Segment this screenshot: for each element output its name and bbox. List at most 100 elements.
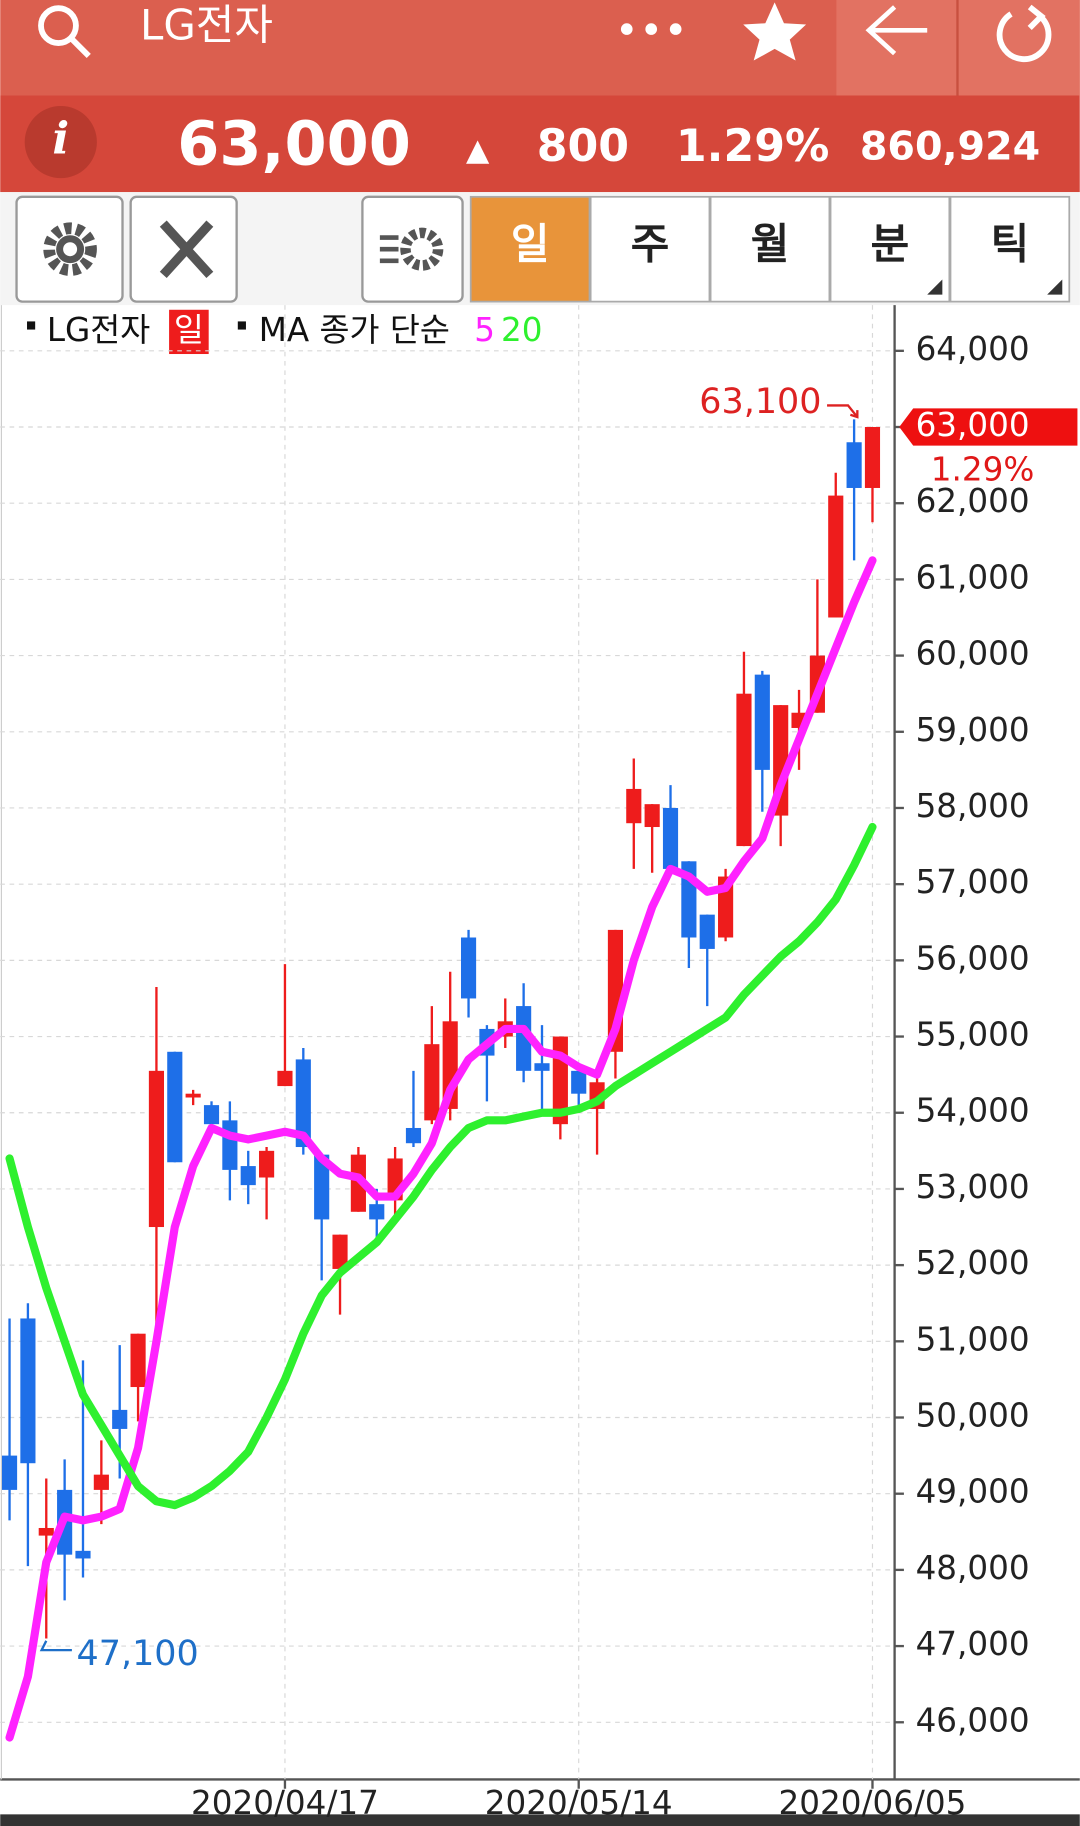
info-icon: i bbox=[52, 113, 69, 165]
y-tick-label: 62,000 bbox=[916, 482, 1030, 520]
moving-average bbox=[5, 556, 877, 1742]
candle-body bbox=[405, 1127, 422, 1144]
y-tick-label: 64,000 bbox=[916, 330, 1030, 368]
candle-body bbox=[846, 442, 862, 488]
candle-body bbox=[534, 1063, 550, 1071]
info-button[interactable] bbox=[24, 105, 97, 179]
tab[interactable] bbox=[469, 195, 591, 303]
candle-body bbox=[754, 674, 770, 770]
candle-body bbox=[75, 1550, 91, 1559]
y-tick-label: 55,000 bbox=[916, 1016, 1030, 1054]
tab-label: 주 bbox=[631, 219, 670, 268]
low-label: 47,100 bbox=[77, 1634, 199, 1674]
change: 800 bbox=[537, 121, 629, 172]
y-tick-label: 60,000 bbox=[916, 635, 1030, 673]
candle-body bbox=[222, 1120, 238, 1170]
candle-body bbox=[185, 1093, 201, 1098]
y-tick-label: 54,000 bbox=[916, 1092, 1030, 1130]
y-tick-label: 52,000 bbox=[916, 1244, 1030, 1282]
price-tag-label: 63,000 bbox=[916, 406, 1030, 444]
candle-body bbox=[571, 1070, 587, 1094]
candle-body bbox=[259, 1150, 275, 1178]
candle-body bbox=[626, 788, 642, 824]
refresh-icon[interactable] bbox=[996, 4, 1052, 62]
candle-body bbox=[277, 1070, 293, 1087]
candle-body bbox=[38, 1527, 54, 1536]
legend-ma5: 5 bbox=[474, 311, 495, 349]
candle-body bbox=[864, 427, 881, 488]
x-tick-label: 2020/05/14 bbox=[485, 1784, 673, 1822]
current-price: 63,000 bbox=[177, 109, 411, 179]
change-rate: 1.29% bbox=[676, 121, 830, 172]
candle-body bbox=[828, 495, 844, 618]
tab-label: 월 bbox=[751, 219, 790, 268]
volume: 860,924 bbox=[860, 124, 1040, 170]
y-tick-label: 46,000 bbox=[916, 1701, 1030, 1739]
more-icon[interactable] bbox=[620, 23, 682, 35]
high-arrow bbox=[827, 404, 859, 419]
search-icon[interactable] bbox=[38, 5, 91, 58]
y-tick-label: 59,000 bbox=[916, 711, 1030, 749]
y-tick-label: 47,000 bbox=[916, 1625, 1030, 1663]
candle-body bbox=[1, 1455, 18, 1490]
y-tick-label: 51,000 bbox=[916, 1320, 1030, 1358]
x-tick-label: 2020/04/17 bbox=[191, 1784, 379, 1822]
high-label: 63,100 bbox=[699, 382, 821, 422]
legend-square bbox=[237, 321, 246, 330]
candle-body bbox=[93, 1474, 109, 1490]
tab[interactable] bbox=[589, 195, 711, 303]
y-tick-label: 49,000 bbox=[916, 1473, 1030, 1511]
legend-period-box bbox=[169, 309, 209, 355]
candle-body bbox=[203, 1105, 220, 1125]
y-tick-label: 56,000 bbox=[916, 939, 1030, 977]
candle-body bbox=[516, 1006, 532, 1071]
back-icon[interactable] bbox=[865, 5, 928, 56]
x-tick-label: 2020/06/05 bbox=[779, 1784, 967, 1822]
legend-square bbox=[27, 321, 36, 330]
candle-body bbox=[20, 1318, 36, 1464]
candle-body bbox=[424, 1044, 440, 1121]
moving-average bbox=[5, 822, 877, 1510]
candle-body bbox=[644, 804, 660, 828]
indicator-button[interactable] bbox=[361, 195, 464, 303]
y-tick-label: 61,000 bbox=[916, 558, 1030, 596]
settings-button[interactable] bbox=[15, 195, 124, 303]
favorite-icon[interactable] bbox=[743, 2, 807, 61]
candle-body bbox=[295, 1059, 311, 1148]
tab-corner bbox=[927, 279, 943, 295]
low-arrow bbox=[39, 1640, 72, 1652]
tab-corner bbox=[1047, 279, 1063, 295]
y-tick-label: 53,000 bbox=[916, 1168, 1030, 1206]
candle-body bbox=[662, 807, 679, 869]
stock-title: LG전자 bbox=[140, 0, 273, 49]
candle-body bbox=[112, 1409, 128, 1429]
tab-label: 틱 bbox=[991, 219, 1030, 268]
y-tick-label: 50,000 bbox=[916, 1397, 1030, 1435]
candle-body bbox=[332, 1234, 348, 1269]
candle-body bbox=[314, 1154, 330, 1220]
tab-label: 일 bbox=[511, 219, 550, 268]
legend-period: 일 bbox=[174, 311, 204, 349]
candle-body bbox=[167, 1051, 183, 1163]
y-tick-label: 58,000 bbox=[916, 787, 1030, 825]
tab[interactable] bbox=[709, 195, 831, 303]
candle-body bbox=[460, 937, 477, 999]
change-arrow: ▲ bbox=[466, 133, 490, 168]
price-tag-rate: 1.29% bbox=[931, 450, 1035, 488]
bottom-bar bbox=[0, 1814, 1080, 1826]
tab[interactable] bbox=[829, 195, 951, 303]
tab[interactable] bbox=[949, 195, 1071, 303]
legend-ma20: 20 bbox=[501, 311, 542, 349]
y-tick-label: 57,000 bbox=[916, 863, 1030, 901]
y-tick-label: 48,000 bbox=[916, 1549, 1030, 1587]
candle-body bbox=[736, 693, 752, 847]
candle-body bbox=[148, 1070, 165, 1228]
candle-body bbox=[699, 914, 715, 949]
candle-body bbox=[130, 1333, 146, 1388]
quote-bar bbox=[0, 95, 1080, 193]
legend-symbol: LG전자 bbox=[47, 311, 150, 349]
candle-body bbox=[240, 1166, 256, 1186]
tools-button[interactable] bbox=[129, 195, 238, 303]
